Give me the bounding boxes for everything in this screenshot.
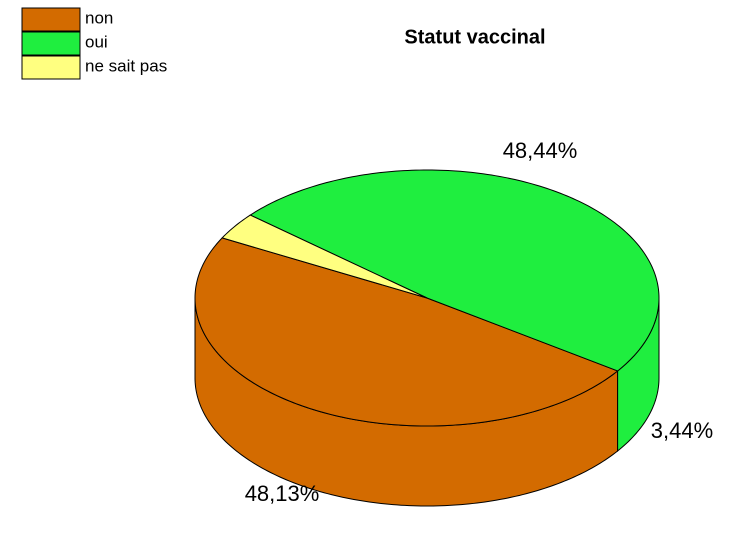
legend-swatch <box>21 31 81 56</box>
legend-swatch <box>21 55 81 80</box>
data-label: 48,44% <box>503 138 578 163</box>
pie-slice <box>249 169 660 372</box>
legend-swatch <box>21 7 81 32</box>
pie-slice <box>221 214 428 299</box>
legend-label: non <box>85 8 113 27</box>
legend-label: oui <box>85 32 108 51</box>
legend-label: ne sait pas <box>85 56 167 75</box>
chart-title: Statut vaccinal <box>404 26 545 48</box>
pie-slice <box>194 237 619 427</box>
data-label: 48,13% <box>245 481 320 506</box>
data-label: 3,44% <box>651 418 713 443</box>
